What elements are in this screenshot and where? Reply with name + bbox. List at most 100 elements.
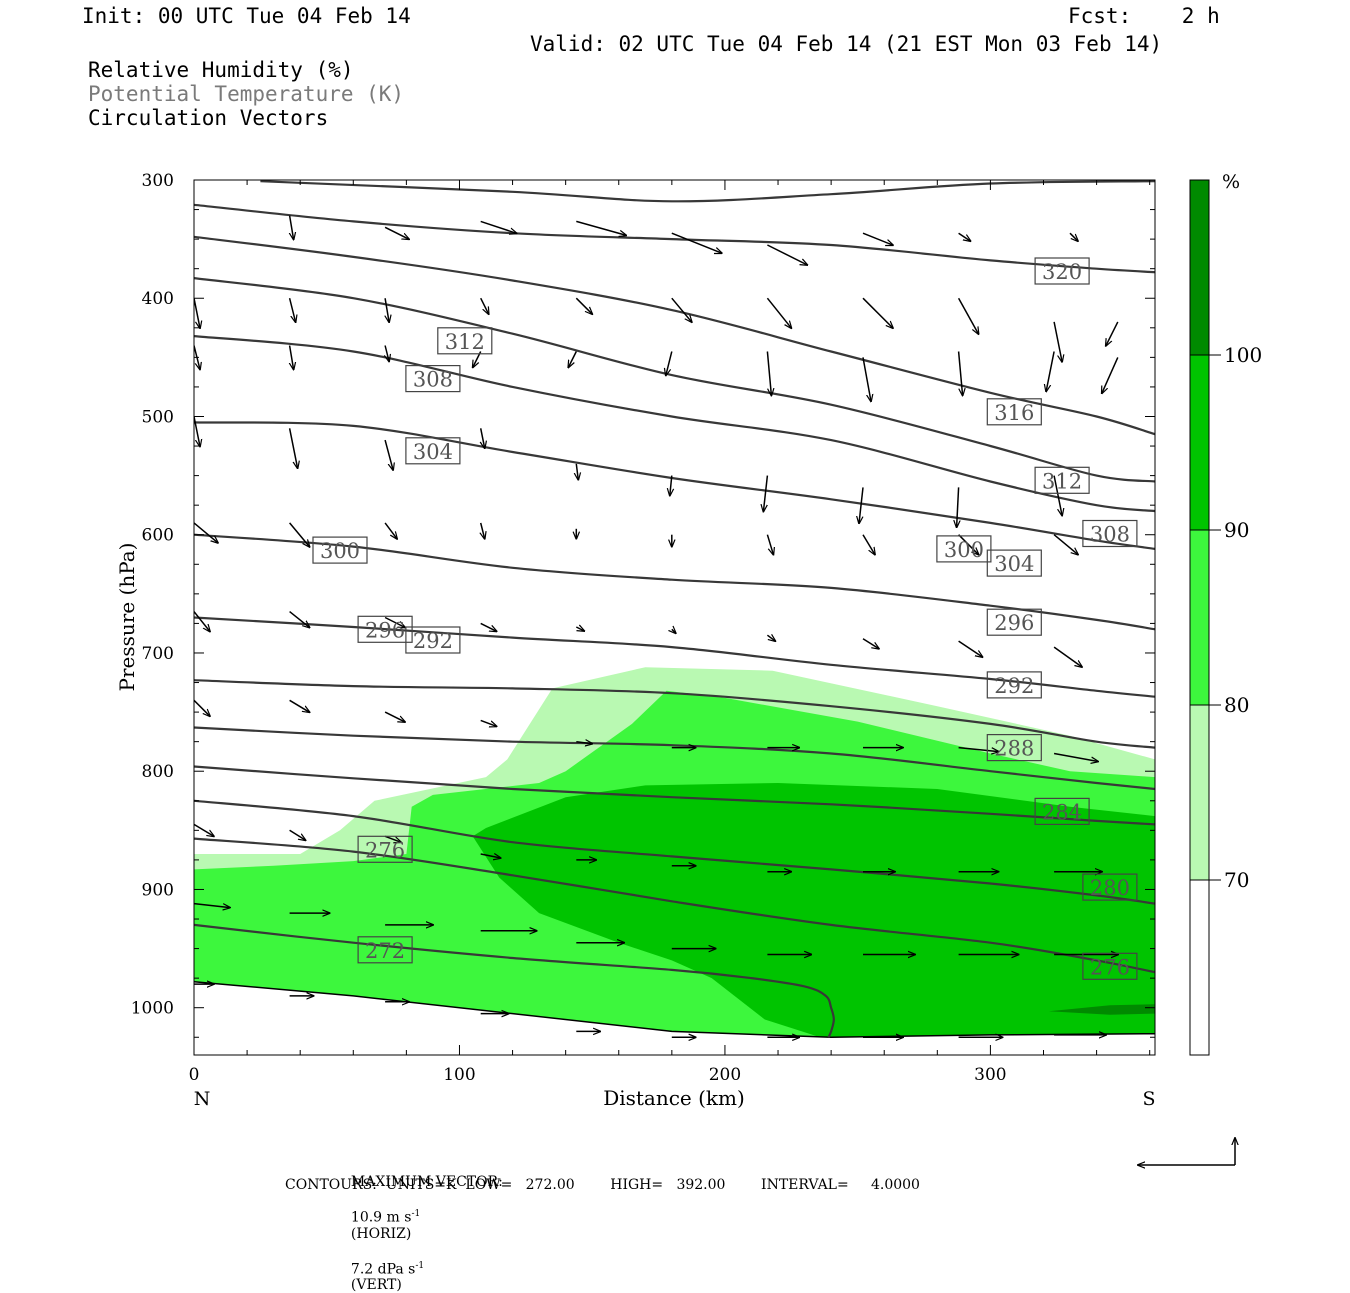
circulation-vector <box>957 487 959 527</box>
contour-label-text: 288 <box>994 737 1034 761</box>
contour-label-284: 284 <box>1034 797 1090 826</box>
contour-label-276: 276 <box>1082 952 1138 980</box>
circulation-vector <box>957 297 979 334</box>
circulation-vector <box>766 297 791 328</box>
circulation-vector <box>480 719 497 726</box>
circulation-vector <box>766 534 773 555</box>
max-vector-label: MAXIMUM VECTOR: <box>350 1174 503 1190</box>
circulation-vector <box>384 226 409 239</box>
contour-label-text: 300 <box>320 539 360 563</box>
contours-info: CONTOURS: UNITS=K LOW= 272.00 HIGH= 392.… <box>285 1177 920 1193</box>
theta-contour-276 <box>194 837 1155 974</box>
valid-time: Valid: 02 UTC Tue 04 Feb 14 (21 EST Mon … <box>530 32 1163 56</box>
init-time: Init: 00 UTC Tue 04 Feb 14 <box>82 4 411 28</box>
circulation-vector <box>862 297 893 328</box>
contour-label-288: 288 <box>986 733 1042 762</box>
contour-label-text: 292 <box>413 629 453 653</box>
colorbar-level-label: 100 <box>1224 343 1262 367</box>
contour-label-296: 296 <box>357 615 413 643</box>
contour-label-312: 312 <box>1034 466 1090 494</box>
axes: 300 400 500 600 700 800 900 1000 0 100 200 300 <box>131 171 1155 1085</box>
x-tick-label: 300 <box>974 1065 1006 1085</box>
theta-contour-320 <box>194 203 1155 274</box>
circulation-vector <box>1106 321 1119 346</box>
circulation-vector <box>194 902 230 908</box>
circulation-vector <box>384 835 401 842</box>
circulation-vector <box>958 534 979 555</box>
circulation-vector <box>957 351 963 396</box>
circulation-vector <box>576 742 592 744</box>
theta-contour-324 <box>260 180 1155 203</box>
circulation-vector <box>385 345 389 362</box>
circulation-vector <box>958 232 971 241</box>
colorbar-band <box>1190 705 1209 880</box>
theta-contour-288 <box>194 726 1155 791</box>
contour-label-296: 296 <box>986 608 1042 636</box>
colorbar-band <box>1190 880 1209 1055</box>
y-tick-label: 900 <box>142 880 174 900</box>
reference-vector-icon <box>1138 1138 1235 1165</box>
y-tick-label: 1000 <box>131 999 174 1019</box>
circulation-vector <box>568 351 577 368</box>
plot-frame <box>193 179 1156 1056</box>
legend-potential-temperature: Potential Temperature (K) <box>88 82 405 106</box>
circulation-vector <box>671 297 692 322</box>
theta-contour-308 <box>194 335 1155 513</box>
contour-label-text: 308 <box>1090 523 1130 547</box>
colorbar-level-label: 90 <box>1224 518 1249 542</box>
circulation-vector <box>575 627 584 631</box>
circulation-vector <box>480 297 489 314</box>
contour-label-text: 300 <box>944 538 984 562</box>
contour-label-text: 312 <box>445 330 485 354</box>
circulation-vector <box>576 463 578 480</box>
circulation-vector <box>384 711 405 722</box>
contour-label-280: 280 <box>1082 873 1138 901</box>
contour-label-308: 308 <box>405 365 461 393</box>
circulation-vector <box>194 298 200 328</box>
legend-relative-humidity: Relative Humidity (%) <box>88 58 354 82</box>
contour-label-text: 284 <box>1042 800 1082 824</box>
circulation-vector <box>289 829 306 840</box>
theta-contour-272 <box>194 923 835 1038</box>
y-tick-label: 800 <box>142 762 174 782</box>
colorbar-level-label: 70 <box>1224 868 1249 892</box>
contour-label-text: 296 <box>365 618 405 642</box>
colorbar-band <box>1190 355 1209 530</box>
theta-contour-292 <box>194 679 1155 749</box>
circulation-vector <box>958 640 983 657</box>
colorbar-unit: % <box>1222 171 1240 193</box>
colorbar-band <box>1190 180 1209 355</box>
circulation-vector <box>666 351 673 376</box>
theta-contour-304 <box>194 421 1155 550</box>
colorbar-band <box>1190 530 1209 705</box>
contour-label-312: 312 <box>437 327 493 355</box>
contour-label-text: 272 <box>365 939 405 963</box>
max-horiz-value: 10.9 m s <box>350 1209 412 1226</box>
north-label: N <box>194 1088 211 1110</box>
legend-circulation-vectors: Circulation Vectors <box>88 106 329 130</box>
circulation-vectors <box>194 215 1119 1038</box>
contour-label-304: 304 <box>405 437 461 465</box>
circulation-vector <box>859 487 864 523</box>
contour-label-300: 300 <box>936 535 992 563</box>
contour-label-text: 304 <box>413 440 453 464</box>
circulation-vector <box>194 699 210 716</box>
contour-label-276: 276 <box>357 835 413 863</box>
forecast-hour: Fcst: 2 h <box>1068 4 1220 28</box>
circulation-vector <box>862 638 879 649</box>
circulation-vector <box>194 823 214 836</box>
max-horiz-unit: (HORIZ) <box>350 1225 412 1242</box>
colorbar: 100 90 80 70 <box>1189 179 1262 1056</box>
circulation-vector <box>194 416 200 447</box>
theta-contour-300 <box>194 533 1155 631</box>
x-tick-label: 0 <box>189 1065 200 1085</box>
circulation-vector <box>1053 534 1078 555</box>
circulation-vector <box>289 611 310 628</box>
x-axis-label: Distance (km) <box>603 1086 745 1110</box>
circulation-vector <box>766 351 771 396</box>
circulation-vector <box>1053 475 1062 516</box>
circulation-vector <box>767 244 807 265</box>
contour-label-text: 320 <box>1042 260 1082 284</box>
circulation-vector <box>289 522 310 547</box>
contour-label-320: 320 <box>1034 257 1090 285</box>
